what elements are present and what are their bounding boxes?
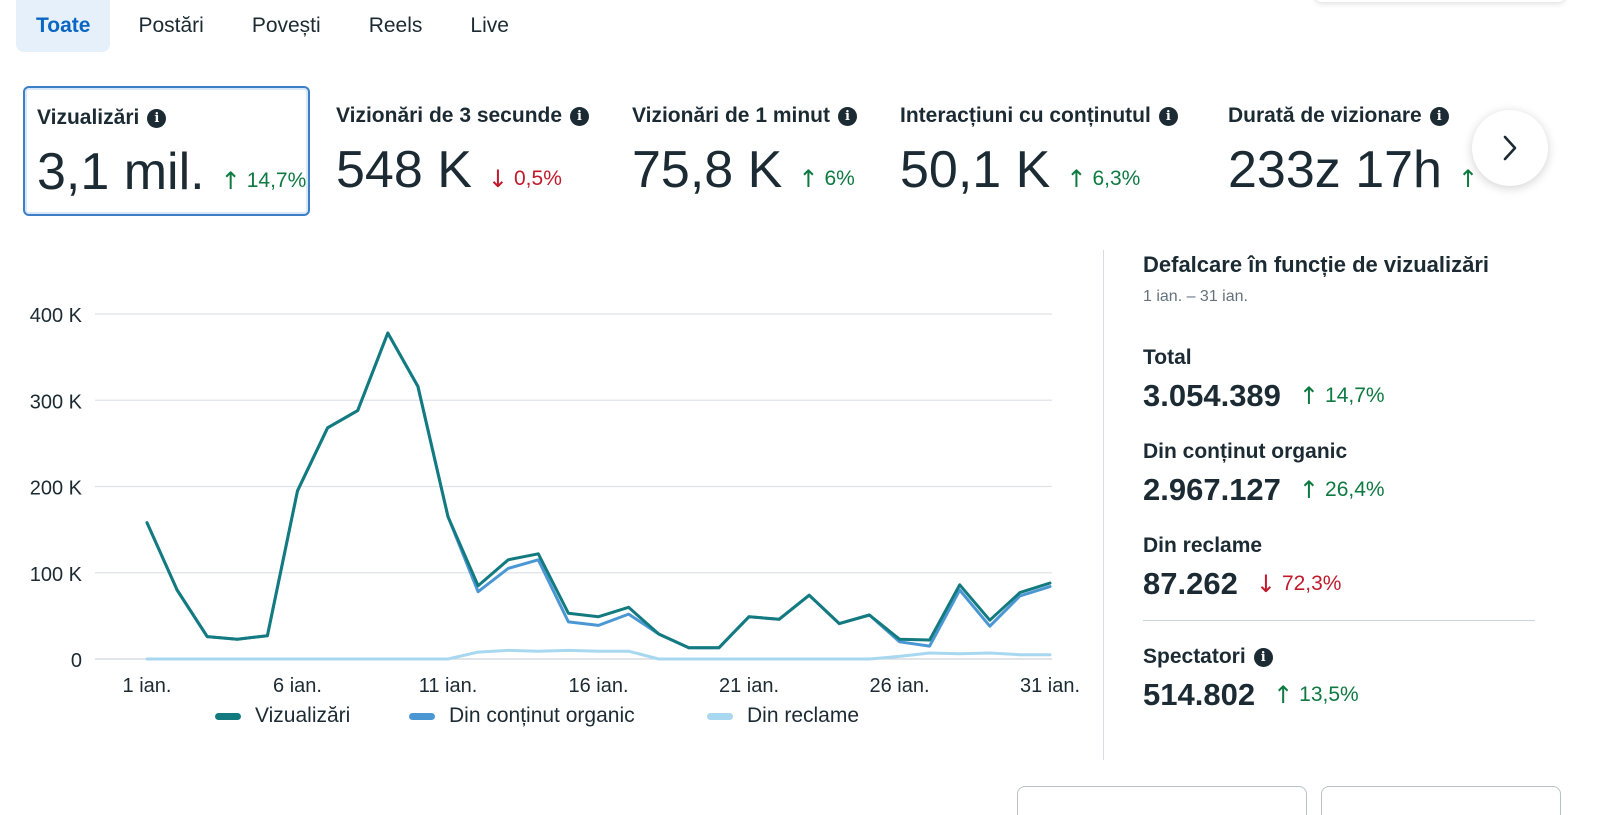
legend-swatch (409, 712, 435, 720)
info-icon[interactable]: i (1429, 106, 1449, 126)
arrow-up-icon: ↑ (1457, 165, 1479, 193)
section-divider (1103, 250, 1104, 760)
x-tick-label: 6 ian. (273, 675, 322, 697)
arrow-down-icon: ↓ (1255, 570, 1276, 598)
metrics-carousel: Vizualizări i 3,1 mil. ↑ 14,7% Vizionări … (23, 86, 1600, 216)
tab-live[interactable]: Live (470, 14, 509, 37)
x-tick-label: 26 ian. (869, 675, 929, 697)
tab-postari[interactable]: Postări (138, 14, 204, 37)
metric-label: Vizionări de 3 secunde i (336, 104, 590, 128)
chevron-right-icon (1503, 135, 1517, 161)
info-icon[interactable]: i (1253, 647, 1273, 667)
metric-change: ↑ 14,7% (220, 167, 307, 195)
breakdown-change: ↑ 13,5% (1273, 681, 1359, 709)
info-icon[interactable]: i (837, 106, 857, 126)
breakdown-value: 3.054.389 ↑ 14,7% (1143, 378, 1385, 413)
series-line-0 (145, 331, 1052, 650)
arrow-down-icon: ↓ (487, 165, 508, 193)
breakdown-label: Total (1143, 346, 1192, 369)
metric-change: ↑ 6,3% (1066, 165, 1141, 193)
metric-value: 3,1 mil. ↑ 14,7% (37, 143, 307, 201)
views-breakdown-panel: Defalcare în funcție de vizualizări 1 ia… (1143, 252, 1543, 713)
x-tick-label: 16 ian. (568, 675, 628, 697)
views-line-chart: 0 100 K 200 K 300 K 400 K 1 ian. 6 ian. 11 ian.… (30, 305, 1080, 697)
breakdown-label: Din reclame (1143, 534, 1263, 557)
legend-swatch (707, 712, 733, 720)
breakdown-change: ↓ 72,3% (1255, 570, 1342, 598)
legend-swatch (215, 712, 241, 720)
metric-label: Durată de vizionare i (1228, 104, 1449, 128)
tab-reels[interactable]: Reels (368, 14, 423, 37)
metric-value: 75,8 K ↑ 6% (632, 141, 855, 199)
series-line-2 (145, 648, 1052, 661)
metric-card-vizualizari[interactable]: Vizualizări i 3,1 mil. ↑ 14,7% (23, 86, 310, 216)
breakdown-date-range: 1 ian. – 31 ian. (1143, 288, 1248, 305)
content-type-tabs: Toate Postări Povești Reels Live (16, 0, 529, 52)
tab-toate[interactable]: Toate (16, 0, 111, 52)
bottom-action-button-1[interactable] (1017, 786, 1307, 815)
metric-card-vizionari-1m[interactable]: Vizionări de 1 minut i 75,8 K ↑ 6% (620, 86, 890, 216)
metric-value: 233z 17h ↑ (1228, 140, 1484, 200)
breakdown-value: 514.802 ↑ 13,5% (1143, 677, 1359, 712)
series-line-1 (145, 331, 1052, 650)
arrow-up-icon: ↑ (1066, 165, 1087, 193)
y-tick-label: 200 K (30, 478, 83, 500)
legend-item-vizualizari[interactable]: Vizualizări (215, 704, 350, 728)
breakdown-label: Spectatori i (1143, 645, 1543, 669)
x-tick-label: 21 ian. (719, 675, 779, 697)
carousel-next-button[interactable] (1472, 110, 1548, 186)
metric-label: Vizionări de 1 minut i (632, 104, 857, 128)
y-tick-label: 400 K (30, 305, 83, 327)
arrow-up-icon: ↑ (220, 167, 241, 195)
y-tick-label: 0 (71, 650, 82, 672)
breakdown-separator (1143, 620, 1535, 621)
metric-label: Interacțiuni cu conținutul i (900, 104, 1178, 128)
breakdown-title: Defalcare în funcție de vizualizări (1143, 252, 1490, 277)
metric-card-durata[interactable]: Durată de vizionare i 233z 17h ↑ (1216, 86, 1516, 216)
metric-card-interactiuni[interactable]: Interacțiuni cu conținutul i 50,1 K ↑ 6,3… (888, 86, 1216, 216)
metric-change: ↓ 0,5% (487, 165, 562, 193)
info-icon[interactable]: i (570, 106, 590, 126)
info-icon[interactable]: i (147, 108, 167, 128)
breakdown-organic: Din conținut organic 2.967.127 ↑ 26,4% (1143, 440, 1543, 508)
metric-label: Vizualizări i (37, 106, 167, 130)
breakdown-label: Din conținut organic (1143, 440, 1348, 463)
bottom-action-button-2[interactable] (1321, 786, 1561, 815)
breakdown-total: Total 3.054.389 ↑ 14,7% (1143, 346, 1543, 414)
arrow-up-icon: ↑ (1273, 681, 1294, 709)
tab-povesti[interactable]: Povești (251, 14, 321, 37)
y-tick-label: 100 K (30, 564, 83, 586)
x-tick-label: 1 ian. (123, 675, 172, 697)
legend-item-organic[interactable]: Din conținut organic (409, 704, 635, 728)
breakdown-change: ↑ 14,7% (1298, 382, 1385, 410)
metric-value: 50,1 K ↑ 6,3% (900, 141, 1141, 199)
top-card-edge (1314, 0, 1566, 2)
breakdown-viewers: Spectatori i 514.802 ↑ 13,5% (1143, 645, 1543, 713)
breakdown-ads: Din reclame 87.262 ↓ 72,3% (1143, 534, 1543, 602)
arrow-up-icon: ↑ (798, 165, 819, 193)
y-tick-label: 300 K (30, 391, 83, 413)
metric-card-vizionari-3s[interactable]: Vizionări de 3 secunde i 548 K ↓ 0,5% (324, 86, 614, 216)
breakdown-value: 2.967.127 ↑ 26,4% (1143, 472, 1385, 507)
legend-item-reclame[interactable]: Din reclame (707, 704, 859, 728)
chart-legend: Vizualizări Din conținut organic Din rec… (0, 704, 1100, 734)
metric-change: ↑ 6% (798, 165, 855, 193)
x-tick-label: 11 ian. (419, 675, 478, 697)
metric-value: 548 K ↓ 0,5% (336, 141, 562, 199)
breakdown-change: ↑ 26,4% (1298, 476, 1385, 504)
arrow-up-icon: ↑ (1298, 382, 1320, 410)
x-tick-label: 31 ian. (1020, 675, 1080, 697)
info-icon[interactable]: i (1158, 106, 1178, 126)
metric-change: ↑ (1458, 165, 1484, 193)
arrow-up-icon: ↑ (1298, 476, 1320, 504)
breakdown-value: 87.262 ↓ 72,3% (1143, 566, 1342, 601)
